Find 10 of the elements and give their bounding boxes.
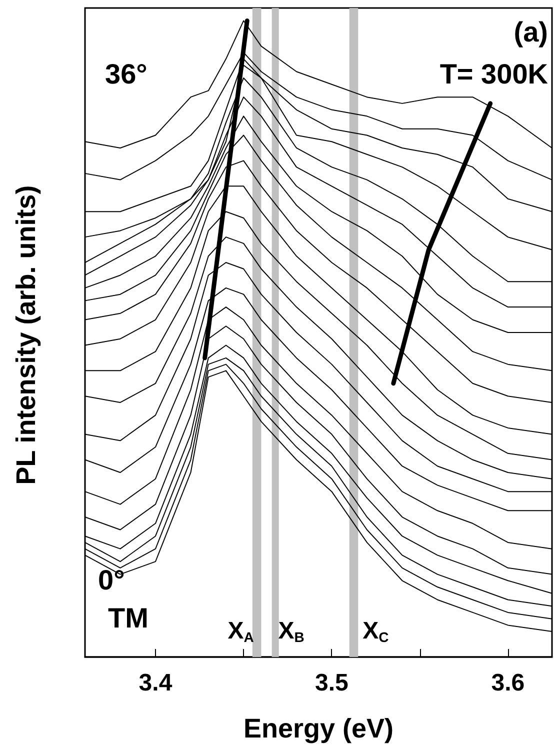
annotation: 0°	[98, 564, 125, 596]
x-tick-label: 3.5	[315, 670, 348, 696]
y-axis-title: PL intensity (arb. units)	[11, 185, 41, 485]
annotation: (a)	[514, 16, 548, 48]
annotation: TM	[108, 602, 148, 634]
x-tick-label: 3.4	[138, 670, 173, 696]
annotation: 36°	[105, 58, 148, 90]
x-axis-title: Energy (eV)	[243, 714, 394, 744]
x-tick-label: 3.6	[491, 670, 525, 696]
annotation: T= 300K	[440, 58, 548, 90]
